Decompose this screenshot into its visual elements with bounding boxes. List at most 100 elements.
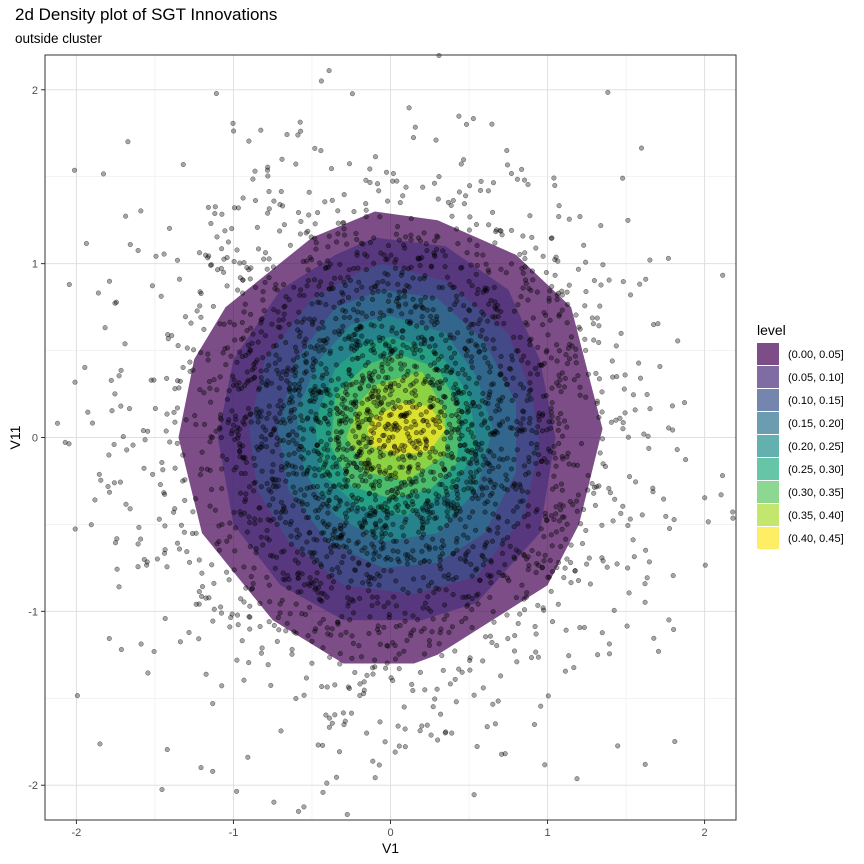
scatter-point	[419, 320, 425, 326]
scatter-point	[258, 127, 264, 133]
scatter-point	[299, 465, 305, 471]
scatter-point	[414, 493, 420, 499]
scatter-point	[351, 307, 357, 313]
scatter-point	[542, 762, 548, 768]
scatter-point	[266, 403, 272, 409]
scatter-point	[508, 466, 514, 472]
scatter-point	[250, 176, 256, 182]
scatter-point	[450, 465, 456, 471]
scatter-point	[120, 434, 126, 440]
scatter-point	[551, 443, 557, 449]
scatter-point	[377, 416, 383, 422]
scatter-point	[341, 192, 347, 198]
scatter-point	[383, 169, 390, 175]
scatter-point	[369, 594, 375, 600]
scatter-point	[642, 581, 648, 587]
scatter-point	[622, 372, 628, 378]
scatter-point	[485, 188, 491, 194]
scatter-point	[205, 357, 211, 363]
scatter-point	[360, 241, 366, 247]
scatter-point	[429, 295, 435, 301]
scatter-point	[630, 537, 636, 543]
scatter-point	[307, 550, 313, 556]
scatter-point	[293, 441, 299, 447]
scatter-point	[353, 453, 359, 460]
scatter-point	[207, 503, 213, 509]
scatter-point	[568, 560, 574, 566]
scatter-point	[535, 424, 541, 430]
scatter-point	[494, 643, 500, 649]
scatter-point	[240, 454, 246, 460]
scatter-point	[313, 246, 319, 252]
scatter-point	[396, 302, 402, 308]
scatter-point	[303, 611, 309, 618]
scatter-point	[184, 345, 190, 351]
scatter-point	[575, 373, 581, 379]
scatter-point	[596, 376, 602, 382]
scatter-point	[254, 357, 260, 363]
scatter-point	[361, 679, 367, 685]
scatter-point	[289, 463, 295, 469]
scatter-point	[417, 452, 423, 458]
scatter-point	[534, 371, 541, 377]
scatter-point	[306, 604, 313, 610]
scatter-point	[482, 347, 488, 353]
scatter-point	[467, 667, 473, 673]
scatter-point	[418, 297, 424, 303]
scatter-point	[582, 336, 588, 342]
scatter-point	[387, 292, 393, 298]
scatter-point	[386, 612, 392, 618]
scatter-point	[443, 337, 449, 344]
scatter-point	[324, 684, 330, 690]
scatter-point	[292, 490, 298, 496]
scatter-point	[258, 329, 264, 335]
scatter-point	[241, 260, 247, 266]
scatter-point	[336, 503, 342, 509]
scatter-point	[508, 261, 515, 267]
scatter-point	[373, 520, 379, 526]
scatter-point	[430, 307, 436, 313]
scatter-point	[514, 504, 520, 510]
scatter-point	[359, 333, 365, 339]
scatter-point	[531, 450, 537, 456]
scatter-point	[335, 619, 341, 625]
scatter-point	[485, 425, 491, 431]
scatter-point	[554, 297, 560, 303]
scatter-point	[401, 533, 407, 539]
scatter-point	[275, 403, 281, 409]
scatter-point	[260, 289, 266, 295]
scatter-point	[352, 669, 358, 676]
scatter-point	[547, 425, 554, 431]
scatter-point	[319, 319, 325, 325]
scatter-point	[339, 289, 345, 295]
scatter-point	[252, 197, 259, 204]
scatter-point	[393, 578, 399, 584]
scatter-point	[518, 421, 524, 427]
scatter-point	[466, 375, 472, 381]
scatter-point	[225, 345, 231, 351]
scatter-point	[404, 282, 410, 289]
scatter-point	[320, 494, 326, 500]
scatter-point	[135, 564, 141, 570]
scatter-point	[533, 509, 539, 515]
scatter-point	[181, 529, 187, 535]
scatter-point	[287, 418, 293, 424]
scatter-point	[369, 603, 375, 609]
scatter-point	[383, 342, 389, 348]
scatter-point	[544, 459, 550, 465]
scatter-point	[417, 238, 423, 244]
scatter-point	[564, 320, 570, 326]
scatter-point	[327, 261, 333, 267]
scatter-point	[352, 567, 358, 573]
scatter-point	[599, 436, 606, 442]
scatter-point	[307, 316, 313, 322]
scatter-point	[369, 528, 375, 534]
scatter-point	[434, 246, 440, 253]
scatter-point	[407, 453, 413, 459]
scatter-point	[174, 540, 181, 546]
scatter-point	[419, 314, 425, 320]
scatter-point	[314, 537, 320, 543]
scatter-point	[417, 728, 423, 734]
scatter-point	[98, 477, 104, 483]
scatter-point	[475, 591, 481, 597]
